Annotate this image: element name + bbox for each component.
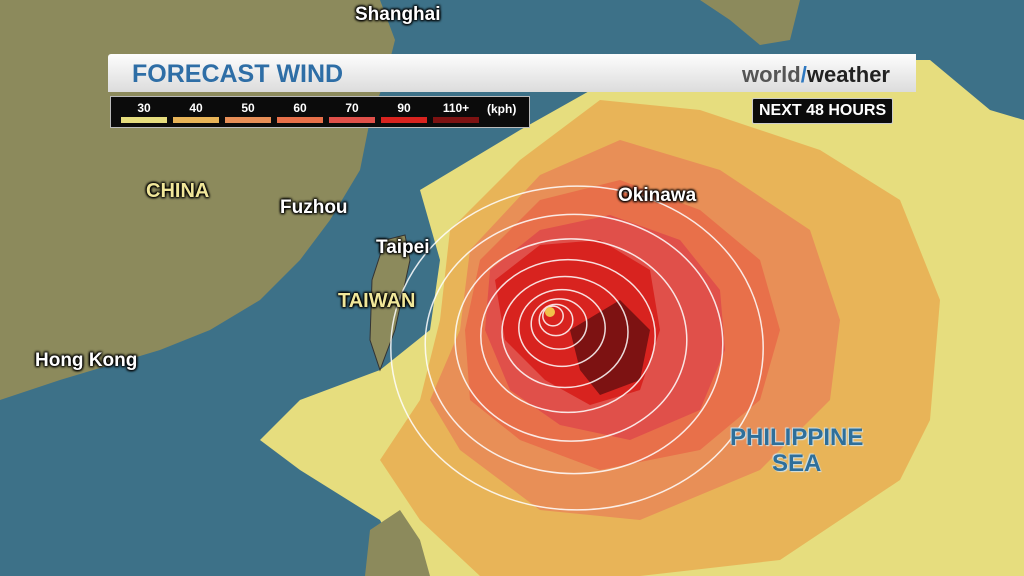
title-banner: FORECAST WIND world/weather [108,54,916,92]
legend-item-30: 30 [121,101,167,123]
sea-line-2: SEA [772,450,822,477]
label-shanghai: Shanghai [355,4,441,25]
legend-label: 50 [241,101,255,115]
legend-swatch [277,117,323,123]
label-okinawa: Okinawa [618,185,697,206]
legend-label: 70 [345,101,359,115]
sea-line-1: PHILIPPINE [730,424,864,451]
label-china: CHINA [146,180,210,202]
isobar-contours [390,185,764,511]
storm-center [545,307,555,317]
brand-slash: / [800,62,807,87]
legend-swatch [433,117,479,123]
legend-swatch [381,117,427,123]
legend-label: 30 [137,101,151,115]
legend-label: 40 [189,101,203,115]
forecast-period-badge: NEXT 48 HOURS [752,98,894,124]
japan-landmass [700,0,800,45]
isobar [501,275,629,389]
legend-label: 60 [293,101,307,115]
legend-item-90: 90 [381,101,427,123]
label-philippine-sea: PHILIPPINE SEA [730,425,863,477]
legend-unit: (kph) [487,102,517,116]
label-fuzhou: Fuzhou [280,197,348,218]
label-taiwan: TAIWAN [338,290,416,312]
legend-swatch [329,117,375,123]
label-taipei: Taipei [376,237,430,258]
isobar [454,238,688,442]
legend-item-40: 40 [173,101,219,123]
isobar [480,258,656,414]
wind-legend: (kph) 30 40 50 60 70 90 110+ [110,96,530,128]
label-hong-kong: Hong Kong [35,350,138,371]
isobar [542,305,564,327]
isobar [424,213,724,475]
taiwan-island [369,234,411,372]
legend-swatch [121,117,167,123]
legend-label: 110+ [442,101,470,115]
luzon-island [365,510,430,576]
isobar [518,288,606,368]
legend-swatch [225,117,271,123]
legend-label: 90 [397,101,411,115]
legend-item-70: 70 [329,101,375,123]
legend-swatch [173,117,219,123]
isobar [538,303,574,337]
isobar [530,298,588,350]
brand-weather: weather [806,62,890,87]
isobar [390,185,764,511]
page-title: FORECAST WIND [132,60,344,88]
legend-item-50: 50 [225,101,271,123]
wind-110 [570,300,650,395]
legend-item-60: 60 [277,101,323,123]
legend-item-110plus: 110+ [433,101,479,123]
brand-logo: world/weather [742,62,890,88]
brand-world: world [742,62,801,87]
